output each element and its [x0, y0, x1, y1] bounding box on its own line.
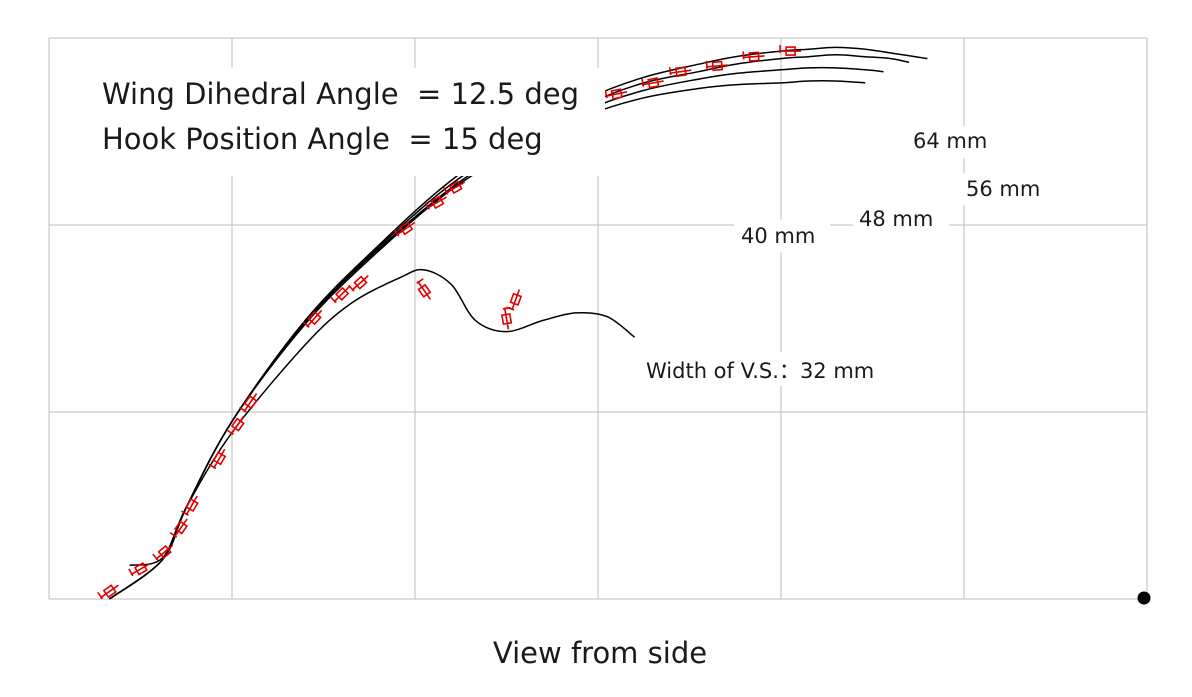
plot-frame: [48, 37, 1148, 600]
series-label-32mm: Width of V.S.：32 mm: [646, 359, 874, 383]
series-labels: 64 mm 56 mm 48 mm 40 mm Width of V.S.：32…: [640, 126, 1055, 386]
glider-marker: [329, 285, 351, 304]
glider-marker: [442, 180, 466, 195]
glider-marker: [128, 562, 151, 577]
chart-caption: View from side: [493, 636, 707, 670]
glider-marker: [208, 448, 227, 470]
glider-marker: [779, 45, 802, 56]
glider-marker: [226, 415, 245, 436]
annotation-dihedral: Wing Dihedral Angle = 12.5 deg: [102, 77, 579, 111]
glider-marker: [393, 221, 416, 237]
glider-marker: [668, 66, 692, 78]
series-line-0: [129, 268, 636, 567]
glider-marker: [302, 309, 323, 328]
series-label-56mm: 56 mm: [966, 177, 1040, 201]
glider-marker: [641, 77, 664, 89]
series-label-48mm: 48 mm: [859, 207, 933, 231]
annotation-hook: Hook Position Angle = 15 deg: [102, 122, 543, 156]
origin-marker: [1137, 591, 1151, 605]
glider-marker: [169, 518, 189, 538]
glider-marker: [97, 584, 119, 600]
series-label-64mm: 64 mm: [913, 129, 987, 153]
glider-marker: [742, 51, 765, 62]
glider-marker: [705, 60, 728, 72]
glider-marker: [416, 278, 432, 300]
annotation-block: Wing Dihedral Angle = 12.5 deg Hook Posi…: [95, 68, 605, 176]
glider-marker: [506, 289, 523, 311]
glider-marker: [239, 393, 258, 413]
glider-marker: [152, 544, 174, 561]
glider-marker: [604, 88, 628, 100]
glider-marker: [424, 195, 447, 210]
glider-marker: [348, 275, 369, 292]
series-label-40mm: 40 mm: [741, 224, 815, 248]
glider-marker: [181, 495, 199, 516]
